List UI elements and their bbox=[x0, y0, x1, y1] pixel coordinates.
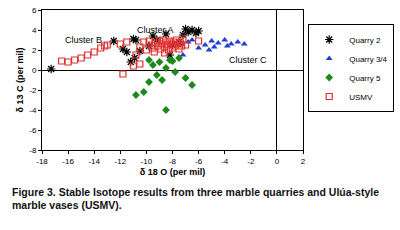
svg-text:Cluster B: Cluster B bbox=[65, 35, 102, 45]
svg-text:-18: -18 bbox=[36, 157, 48, 166]
svg-text:δ 13 C (per mil): δ 13 C (per mil) bbox=[15, 48, 25, 113]
svg-text:-8: -8 bbox=[29, 146, 37, 155]
svg-text:-12: -12 bbox=[115, 157, 127, 166]
svg-text:Quarry 2: Quarry 2 bbox=[349, 36, 381, 45]
svg-text:-6: -6 bbox=[195, 157, 203, 166]
svg-text:-8: -8 bbox=[169, 157, 177, 166]
svg-text:-10: -10 bbox=[141, 157, 153, 166]
html-text:Figure 3. Stable Isotope resul: Figure 3. Stable Isotope results from th… bbox=[12, 186, 379, 211]
svg-text:USMV: USMV bbox=[349, 93, 373, 102]
svg-text:Quarry 3/4: Quarry 3/4 bbox=[349, 55, 387, 64]
svg-text:-14: -14 bbox=[88, 157, 100, 166]
svg-text:-2: -2 bbox=[29, 86, 37, 95]
svg-text:2: 2 bbox=[32, 46, 37, 55]
svg-text:6: 6 bbox=[32, 6, 37, 15]
svg-text:-4: -4 bbox=[221, 157, 229, 166]
svg-text:-16: -16 bbox=[62, 157, 74, 166]
svg-text:Cluster A: Cluster A bbox=[137, 25, 174, 35]
svg-text:4: 4 bbox=[32, 26, 37, 35]
svg-text:δ 18 O (per mil): δ 18 O (per mil) bbox=[140, 167, 205, 177]
svg-text:Quarry 5: Quarry 5 bbox=[349, 74, 381, 83]
svg-text:2: 2 bbox=[301, 157, 306, 166]
svg-text:-2: -2 bbox=[247, 157, 255, 166]
svg-text:Cluster C: Cluster C bbox=[229, 55, 267, 65]
svg-text:0: 0 bbox=[32, 66, 37, 75]
svg-text:0: 0 bbox=[275, 157, 280, 166]
svg-text:-4: -4 bbox=[29, 106, 37, 115]
svg-text:-6: -6 bbox=[29, 126, 37, 135]
